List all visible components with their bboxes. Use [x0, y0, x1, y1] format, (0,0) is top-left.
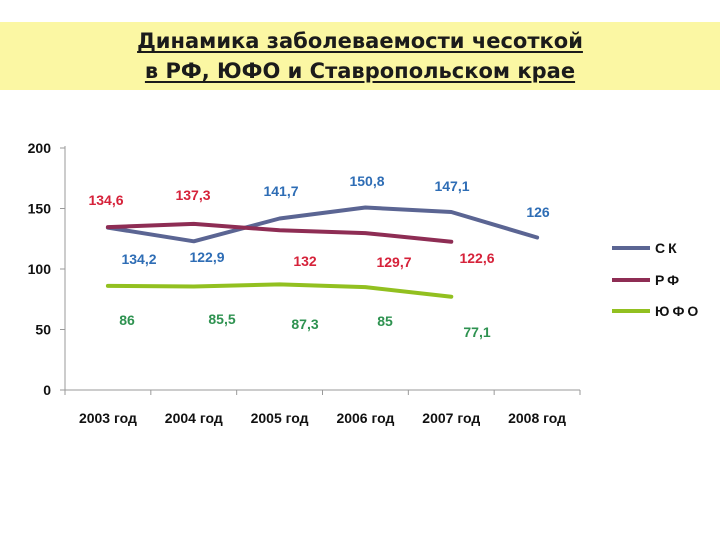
x-tick-label: 2006 год — [336, 410, 394, 426]
x-tick-label: 2005 год — [251, 410, 309, 426]
x-tick-label: 2007 год — [422, 410, 480, 426]
data-label-series-2: 134,6 — [88, 192, 123, 208]
data-label-series-1: 141,7 — [263, 183, 298, 199]
data-label-series-2: 122,6 — [459, 250, 494, 266]
data-label-series-3: 85,5 — [208, 311, 235, 327]
data-label-series-1: 126 — [526, 204, 550, 220]
data-label-series-3: 77,1 — [463, 324, 490, 340]
title-band — [0, 22, 720, 90]
x-tick-label: 2008 год — [508, 410, 566, 426]
x-tick-label: 2004 год — [165, 410, 223, 426]
data-label-series-2: 132 — [293, 253, 317, 269]
y-tick-label: 200 — [28, 140, 52, 156]
y-tick-label: 50 — [35, 322, 51, 338]
chart-title-line-2: в РФ, ЮФО и Ставропольском крае — [144, 59, 576, 83]
data-label-series-1: 122,9 — [189, 249, 224, 265]
series-line-2 — [105, 221, 454, 244]
legend-label-1: СК — [655, 240, 680, 256]
series-line-1 — [105, 205, 540, 244]
legend-label-2: РФ — [655, 272, 682, 288]
y-tick-label: 100 — [28, 261, 52, 277]
data-label-series-2: 137,3 — [175, 187, 210, 203]
data-label-series-1: 150,8 — [349, 173, 384, 189]
data-label-series-2: 129,7 — [376, 254, 411, 270]
data-label-series-3: 85 — [377, 313, 393, 329]
series-lines — [105, 205, 540, 299]
series-line-3 — [105, 282, 454, 299]
chart-title-line-1: Динамика заболеваемости чесоткой — [137, 29, 583, 53]
chart-axes: 0 50 100 150 200 2003 год 2004 год 2005 год 2006… — [28, 140, 581, 426]
legend-label-3: ЮФО — [655, 303, 701, 319]
y-tick-label: 150 — [28, 201, 52, 217]
y-tick-label: 0 — [43, 382, 51, 398]
data-label-series-1: 134,2 — [121, 251, 156, 267]
data-labels: 134,2 122,9 141,7 150,8 147,1 126 134,6 137,3 13… — [88, 173, 549, 340]
legend: СК РФ ЮФО — [612, 240, 701, 319]
x-tick-label: 2003 год — [79, 410, 137, 426]
data-label-series-3: 87,3 — [291, 316, 318, 332]
data-label-series-3: 86 — [119, 312, 135, 328]
data-label-series-1: 147,1 — [434, 178, 469, 194]
